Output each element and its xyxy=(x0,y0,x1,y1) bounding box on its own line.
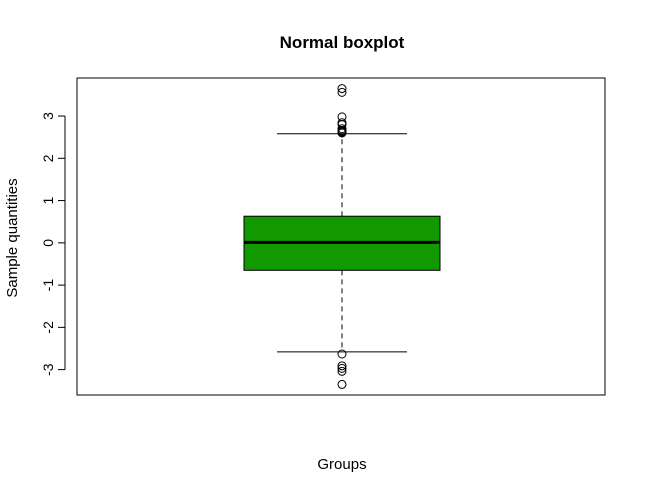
box-layer xyxy=(243,84,441,389)
y-tick-label: -2 xyxy=(40,321,56,334)
plot-area-frame xyxy=(76,77,606,396)
y-tick-label: -3 xyxy=(40,363,56,376)
y-axis-label: Sample quantities xyxy=(4,178,21,297)
outlier-point xyxy=(337,349,347,359)
x-axis-label: Groups xyxy=(317,456,366,473)
y-axis: -3 -2 -1 0 1 2 3 xyxy=(40,112,66,376)
outlier-point xyxy=(337,87,347,97)
y-tick-label: 0 xyxy=(40,239,56,247)
outlier-point xyxy=(337,84,347,94)
outlier-point xyxy=(337,361,347,371)
y-tick-label: 3 xyxy=(40,112,56,120)
y-tick-label: -1 xyxy=(40,279,56,292)
outlier-point xyxy=(337,128,347,138)
y-tick-label: 1 xyxy=(40,196,56,204)
outlier-point xyxy=(337,363,347,373)
y-tick-label: 2 xyxy=(40,154,56,162)
outlier-point xyxy=(337,366,347,376)
outlier-point xyxy=(337,379,347,389)
chart-title: Normal boxplot xyxy=(280,33,405,52)
